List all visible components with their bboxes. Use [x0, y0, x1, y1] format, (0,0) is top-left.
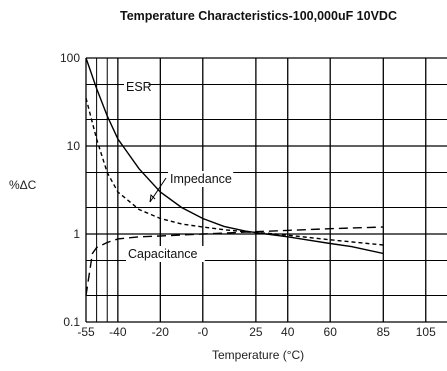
x-axis-label: Temperature (°C) — [212, 348, 305, 362]
y-axis-label: %ΔC — [9, 178, 37, 192]
impedance-leader-arrow — [149, 193, 156, 203]
x-tick-label: -55 — [77, 325, 95, 339]
x-tick-label: -0 — [197, 325, 208, 339]
esr-label-bg — [124, 79, 149, 95]
series-capacitance-line — [85, 226, 384, 296]
series-esr-line — [85, 57, 384, 255]
x-tick-label: -20 — [152, 325, 170, 339]
x-tick-label: 105 — [416, 325, 436, 339]
x-tick-label: 25 — [249, 325, 263, 339]
x-tick-label: 40 — [281, 325, 295, 339]
impedance-label: Impedance — [170, 172, 232, 186]
capacitance-label: Capacitance — [128, 247, 198, 261]
chart-title: Temperature Characteristics-100,000uF 10… — [120, 9, 397, 23]
y-tick-label: 0.1 — [63, 315, 80, 329]
y-tick-label: 1 — [73, 227, 80, 241]
x-tick-label: 85 — [377, 325, 391, 339]
y-tick-label: 100 — [60, 51, 80, 65]
x-tick-label: -40 — [109, 325, 127, 339]
x-tick-label: 60 — [324, 325, 338, 339]
capacitance-label-bg — [126, 246, 205, 262]
impedance-leader-line — [149, 177, 167, 203]
series-impedance-line — [85, 97, 384, 246]
y-tick-label: 10 — [67, 139, 81, 153]
esr-label: ESR — [126, 80, 152, 94]
impedance-label-bg — [168, 171, 234, 187]
